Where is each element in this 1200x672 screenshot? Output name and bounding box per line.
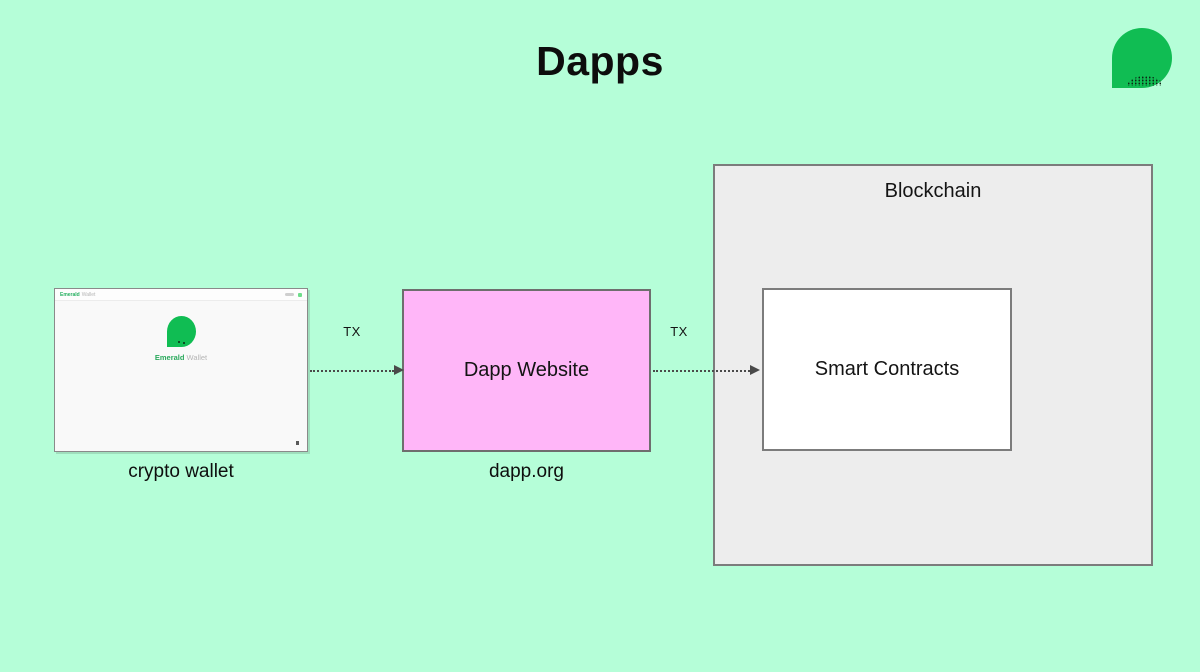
emerald-wallet-logo-icon	[166, 316, 196, 347]
arrow-dapp-to-blockchain	[653, 365, 760, 375]
wallet-wordmark-secondary: Wallet	[184, 353, 208, 362]
wallet-titlebar-right	[285, 292, 302, 297]
wallet-splash: Emerald Wallet	[55, 316, 307, 362]
emerald-balloon-icon	[1112, 28, 1172, 88]
arrowhead-icon	[750, 365, 760, 375]
wallet-page-name: Wallet	[81, 291, 96, 298]
wallet-titlebar-left: Emerald Wallet	[60, 292, 95, 298]
dapp-website-box: Dapp Website	[402, 289, 651, 452]
wallet-status-square-icon	[298, 292, 302, 297]
smart-contracts-label: Smart Contracts	[814, 358, 960, 380]
page-title: Dapps	[536, 38, 664, 84]
tx-label-wallet-to-dapp: TX	[343, 324, 361, 339]
blockchain-box: Blockchain Smart Contracts	[713, 164, 1153, 566]
wallet-app-name: Emerald	[60, 291, 80, 298]
smart-contracts-box: Smart Contracts	[762, 288, 1012, 451]
wallet-wordmark-brand: Emerald	[154, 353, 185, 362]
arrowhead-icon	[394, 365, 404, 375]
dapp-org-caption: dapp.org	[488, 461, 564, 482]
logo-dot	[177, 341, 180, 343]
arrow-wallet-to-dapp	[310, 365, 404, 375]
dotted-line	[653, 370, 750, 372]
crypto-wallet-caption: crypto wallet	[128, 461, 234, 482]
logo-dot	[182, 342, 185, 344]
wallet-wordmark: Emerald Wallet	[155, 353, 207, 362]
blockchain-title: Blockchain	[884, 180, 982, 202]
wallet-menu-icon	[285, 293, 294, 296]
logo-stipple-pattern	[1127, 76, 1163, 86]
wallet-titlebar: Emerald Wallet	[55, 289, 307, 301]
wallet-resize-handle-icon	[296, 441, 299, 445]
dotted-line	[310, 370, 394, 372]
dapp-website-label: Dapp Website	[463, 359, 590, 381]
tx-label-dapp-to-blockchain: TX	[670, 324, 688, 339]
crypto-wallet-window: Emerald Wallet Emerald Wallet	[54, 288, 308, 452]
